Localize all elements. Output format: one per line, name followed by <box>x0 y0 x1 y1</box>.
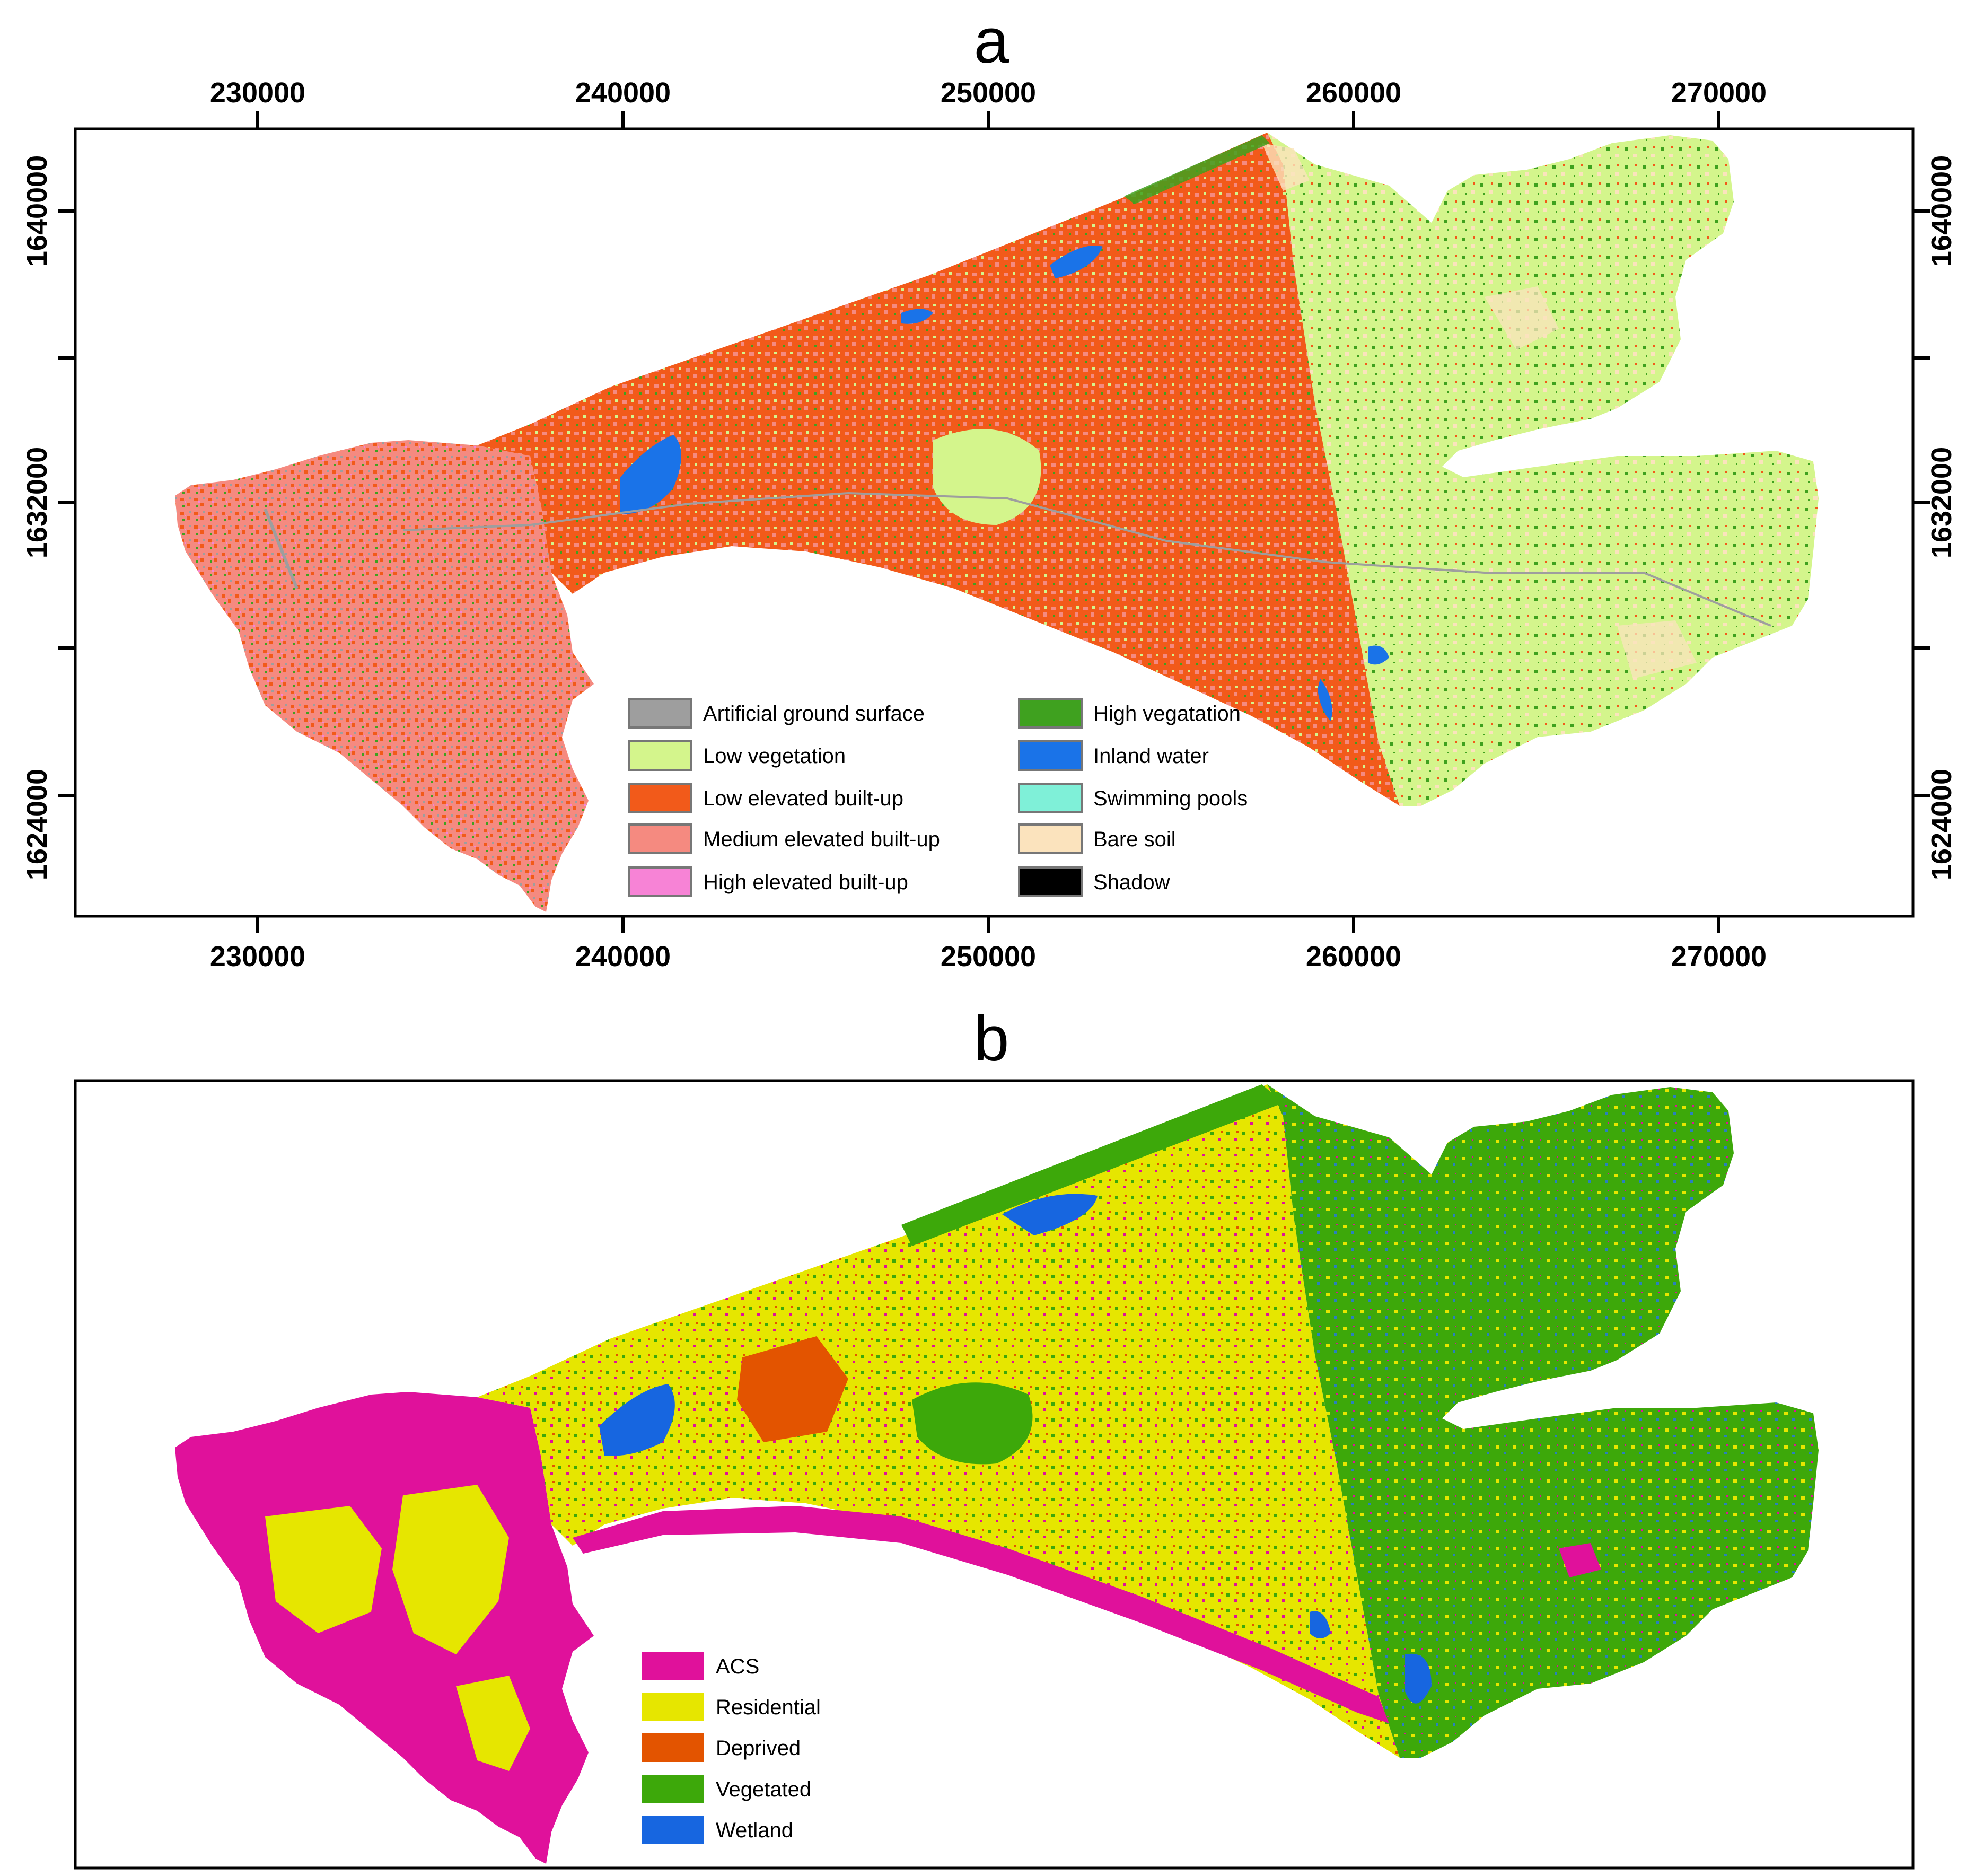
x-tick-top-4: 270000 <box>1671 77 1767 109</box>
deprived-patch <box>737 1336 848 1442</box>
x-tick-labels-bottom: 230000 240000 250000 260000 270000 <box>210 941 1767 972</box>
legend-a-label-2: Low elevated built-up <box>703 787 903 810</box>
x-tick-top-1: 240000 <box>575 77 671 109</box>
panel-b-letter: b <box>974 1003 1009 1074</box>
legend-a-swatch-4 <box>628 866 692 897</box>
panel-b: b ACS Residential Deprived <box>74 1003 1915 1870</box>
y-tick-left-2: 1624000 <box>21 769 53 880</box>
panel-b-map <box>175 1084 1819 1864</box>
x-tick-bottom-1: 240000 <box>575 941 671 972</box>
legend-b-swatch-2 <box>642 1733 704 1762</box>
vegetated-north-strip <box>901 1084 1283 1246</box>
inland-water-lake-3 <box>1050 246 1103 278</box>
legend-a-label-3: Medium elevated built-up <box>703 828 940 851</box>
x-tick-bottom-3: 260000 <box>1306 941 1401 972</box>
legend-a-swatch-0 <box>628 698 692 729</box>
y-tick-labels-right: 1640000 1632000 1624000 <box>1926 155 1957 880</box>
legend-b-label-3: Vegetated <box>716 1778 811 1801</box>
residential-west-patch-2 <box>392 1485 509 1654</box>
y-tick-left-0: 1640000 <box>21 155 53 267</box>
bare-soil-patch-3 <box>1617 620 1697 679</box>
panel-a-map <box>175 133 1819 912</box>
legend-a-label-7: Swimming pools <box>1093 787 1248 810</box>
bare-soil-patch-1 <box>1262 143 1310 191</box>
x-tick-top-2: 250000 <box>941 77 1036 109</box>
x-tick-bottom-2: 250000 <box>941 941 1036 972</box>
legend-a-swatch-8 <box>1018 823 1083 854</box>
panel-a-letter: a <box>974 5 1009 76</box>
inland-water-lake-5 <box>1318 679 1332 721</box>
main-road <box>402 492 1771 627</box>
x-tick-top-0: 230000 <box>210 77 305 109</box>
legend-a-swatch-2 <box>628 783 692 813</box>
x-tick-labels-top: 230000 240000 250000 260000 270000 <box>210 77 1767 109</box>
inland-water-lake-2 <box>901 309 933 324</box>
vegetated-central-patch <box>912 1382 1033 1465</box>
y-tick-labels-left: 1640000 1632000 1624000 <box>21 155 53 880</box>
residential-west-patch-1 <box>265 1506 382 1633</box>
legend-a-swatch-3 <box>628 823 692 854</box>
acs-east-patch <box>1559 1543 1601 1577</box>
x-tick-bottom-4: 270000 <box>1671 941 1767 972</box>
legend-a-swatch-5 <box>1018 698 1083 729</box>
legend-a-label-5: High vegatation <box>1093 702 1241 725</box>
wetland-patch-2 <box>1002 1194 1098 1235</box>
legend-b: ACS Residential Deprived Vegetated Wetla… <box>642 1652 821 1844</box>
axis-ticks-a <box>58 111 1930 933</box>
inland-water-lake-4 <box>1368 645 1389 665</box>
inland-water-lake-1 <box>620 435 681 514</box>
airport-runway <box>264 508 299 590</box>
legend-b-label-2: Deprived <box>716 1737 801 1760</box>
legend-a-label-8: Bare soil <box>1093 828 1176 851</box>
x-tick-top-3: 260000 <box>1306 77 1401 109</box>
wetland-patch-4 <box>1405 1653 1432 1704</box>
legend-a-label-0: Artificial ground surface <box>703 702 925 725</box>
legend-a-label-6: Inland water <box>1093 744 1209 768</box>
legend-b-swatch-1 <box>642 1693 704 1721</box>
y-tick-right-0: 1640000 <box>1926 155 1957 267</box>
legend-a-swatch-6 <box>1018 740 1083 771</box>
x-tick-bottom-0: 230000 <box>210 941 305 972</box>
residential-west-patch-3 <box>456 1676 530 1771</box>
legend-b-label-4: Wetland <box>716 1819 793 1842</box>
high-vegetation-strip <box>1124 135 1270 204</box>
legend-a-swatch-9 <box>1018 866 1083 897</box>
legend-a-label-9: Shadow <box>1093 871 1170 894</box>
legend-b-swatch-3 <box>642 1775 704 1803</box>
legend-a: Artificial ground surface Low vegetation… <box>628 698 1248 897</box>
wetland-patch-1 <box>599 1384 675 1456</box>
legend-b-swatch-4 <box>642 1816 704 1844</box>
legend-a-label-1: Low vegetation <box>703 744 846 768</box>
legend-a-label-4: High elevated built-up <box>703 871 908 894</box>
land-cover-western-peninsula <box>175 440 594 912</box>
legend-a-swatch-1 <box>628 740 692 771</box>
legend-b-swatch-0 <box>642 1652 704 1680</box>
legend-b-label-1: Residential <box>716 1696 821 1719</box>
acs-coastal-strip <box>573 1506 1389 1723</box>
bare-soil-patch-2 <box>1485 286 1559 350</box>
legend-a-swatch-7 <box>1018 783 1083 813</box>
lcz-eastern-lobes <box>1267 1084 1819 1758</box>
wetland-patch-3 <box>1310 1611 1331 1638</box>
y-tick-right-1: 1632000 <box>1926 447 1957 558</box>
legend-b-label-0: ACS <box>716 1655 759 1678</box>
y-tick-right-2: 1624000 <box>1926 769 1957 880</box>
panel-a: a <box>21 5 1957 972</box>
y-tick-left-1: 1632000 <box>21 447 53 558</box>
